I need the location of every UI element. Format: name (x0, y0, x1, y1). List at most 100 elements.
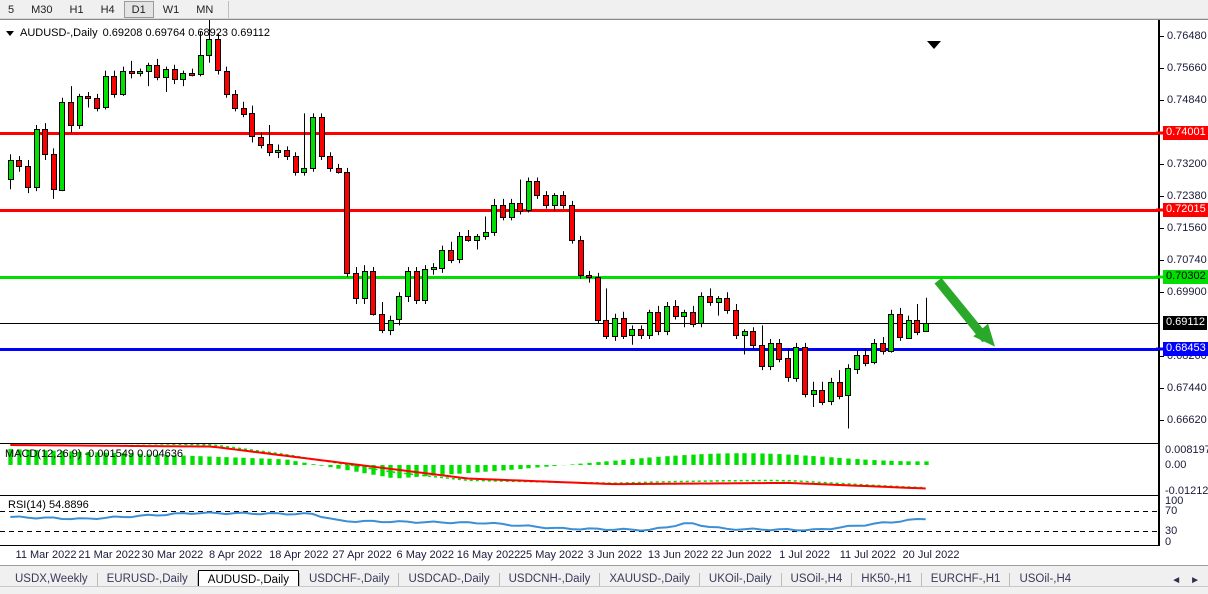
candle (414, 271, 420, 301)
time-axis-label: 16 May 2022 (456, 549, 521, 561)
time-axis-label: 8 Apr 2022 (209, 549, 263, 561)
candle (828, 382, 834, 402)
chart-tab-eurusd-daily[interactable]: EURUSD-,Daily (106, 573, 188, 585)
price-scale-label: 0.67440 (1167, 381, 1207, 394)
candle (310, 117, 316, 169)
price-chart-pane[interactable]: AUDUSD-,Daily 0.69208 0.69764 0.68923 0.… (0, 20, 1159, 444)
price-badge-072015[interactable]: 0.72015 (1156, 203, 1208, 218)
candle (457, 236, 463, 260)
chart-tab-hk50-h1[interactable]: HK50-,H1 (861, 573, 912, 585)
tab-scroll-left-icon[interactable]: ◄ (1171, 574, 1182, 586)
candle (370, 271, 376, 315)
tab-separator (298, 573, 300, 587)
candle (526, 181, 532, 211)
candle (163, 69, 169, 78)
candle (198, 55, 204, 75)
time-axis-label: 13 Jun 2022 (647, 549, 709, 561)
rsi-pane[interactable]: RSI(14) 54.8896 (0, 496, 1159, 546)
tab-nav-controls: ◄ ► (1171, 575, 1208, 586)
candle (776, 343, 782, 360)
chart-tab-usdchf-daily[interactable]: USDCHF-,Daily (308, 573, 390, 585)
candle (811, 390, 817, 395)
candle (353, 273, 359, 299)
candle (612, 318, 618, 337)
chart-tab-usoil-h4[interactable]: USOil-,H4 (790, 573, 843, 585)
tab-separator (398, 573, 400, 587)
price-scale-tick (1160, 228, 1164, 229)
candle (759, 345, 765, 367)
tab-scroll-right-icon[interactable]: ► (1190, 574, 1200, 586)
candlestick-plot (0, 20, 1158, 429)
chart-tab-usdcad-daily[interactable]: USDCAD-,Daily (408, 573, 490, 585)
price-scale-label: 0.70740 (1167, 253, 1207, 266)
triangle-down-icon[interactable] (6, 30, 14, 36)
candle (724, 298, 730, 311)
candle (206, 39, 212, 56)
time-axis-label: 21 Mar 2022 (78, 549, 141, 561)
price-scale-axis[interactable]: 0.76480 0.75660 0.74840 0.73200 0.72380 0.715… (1156, 20, 1208, 548)
rsi-scale-label: 30 (1165, 525, 1178, 537)
candle (258, 137, 264, 146)
candle (215, 39, 221, 71)
time-axis-label: 1 Jul 2022 (779, 549, 830, 561)
candle (129, 71, 135, 74)
badge-pointer-icon (1156, 347, 1163, 351)
price-scale-tick (1160, 164, 1164, 165)
candle (742, 331, 748, 336)
rsi-scale-label: 100 (1165, 495, 1184, 507)
timeframe-button-d1[interactable]: D1 (123, 0, 154, 18)
timeframe-button-m30[interactable]: M30 (31, 3, 53, 16)
price-badge-069112[interactable]: 0.69112 (1163, 315, 1207, 330)
candle (301, 168, 307, 173)
candle (267, 144, 273, 153)
time-axis-label: 6 May 2022 (396, 549, 455, 561)
time-axis-label: 3 Jun 2022 (587, 549, 643, 561)
timeframe-button-m5[interactable]: 5 (8, 3, 15, 16)
timeframe-button-h1[interactable]: H1 (69, 3, 84, 16)
macd-pane[interactable]: MACD(12,26,9) -0.001549 0.004636 (0, 444, 1159, 496)
macd-scale-label: 0.00 (1165, 458, 1187, 471)
price-scale-tick (1160, 420, 1164, 421)
price-badge-068453[interactable]: 0.68453 (1156, 341, 1208, 356)
time-axis-label: 30 Mar 2022 (141, 549, 204, 561)
candle (509, 203, 515, 218)
candle (837, 382, 843, 397)
candle (793, 347, 799, 379)
price-badge-074001[interactable]: 0.74001 (1156, 125, 1208, 140)
candle (180, 73, 186, 80)
candle (388, 320, 394, 331)
candle (16, 160, 22, 167)
time-axis-label: 25 May 2022 (519, 549, 584, 561)
timeframe-button-w1[interactable]: W1 (162, 3, 180, 16)
price-scale-label: 0.71560 (1167, 221, 1207, 234)
symbol-label: AUDUSD-,Daily (20, 27, 98, 39)
candle (923, 323, 929, 332)
rsi-scale-label: 0 (1165, 536, 1172, 548)
candle (94, 98, 100, 109)
time-axis-label: 11 Jul 2022 (839, 549, 896, 561)
chart-tab-usoil-h4[interactable]: USOil-,H4 (1019, 573, 1072, 585)
candle (146, 65, 152, 72)
timeframe-button-h4[interactable]: H4 (100, 3, 115, 16)
price-badge-070302[interactable]: 0.70302 (1156, 269, 1208, 284)
chart-tab-xauusd-daily[interactable]: XAUUSD-,Daily (609, 573, 690, 585)
candle (871, 343, 877, 363)
candle (595, 277, 601, 321)
candle (42, 129, 48, 155)
price-scale-tick (1160, 196, 1164, 197)
badge-pointer-icon (1156, 275, 1163, 279)
rsi-scale-label: 70 (1165, 505, 1178, 517)
chart-tab-ukoil-daily[interactable]: UKOil-,Daily (708, 573, 772, 585)
chart-top-marker-icon[interactable] (927, 41, 941, 49)
chart-tab-eurchf-h1[interactable]: EURCHF-,H1 (930, 573, 1001, 585)
chart-tab-usdx-weekly[interactable]: USDX,Weekly (15, 573, 88, 585)
candle (431, 267, 437, 270)
quote-header: AUDUSD-,Daily 0.69208 0.69764 0.68923 0.… (6, 27, 270, 39)
timeframe-button-mn[interactable]: MN (196, 3, 214, 16)
annotation-arrow (934, 277, 995, 347)
chart-tab-audusd-daily[interactable]: AUDUSD-,Daily (197, 570, 299, 590)
time-axis-label: 27 Apr 2022 (332, 549, 392, 561)
chart-tab-usdcnh-daily[interactable]: USDCNH-,Daily (508, 573, 591, 585)
candle (629, 329, 635, 336)
candle (293, 156, 299, 173)
